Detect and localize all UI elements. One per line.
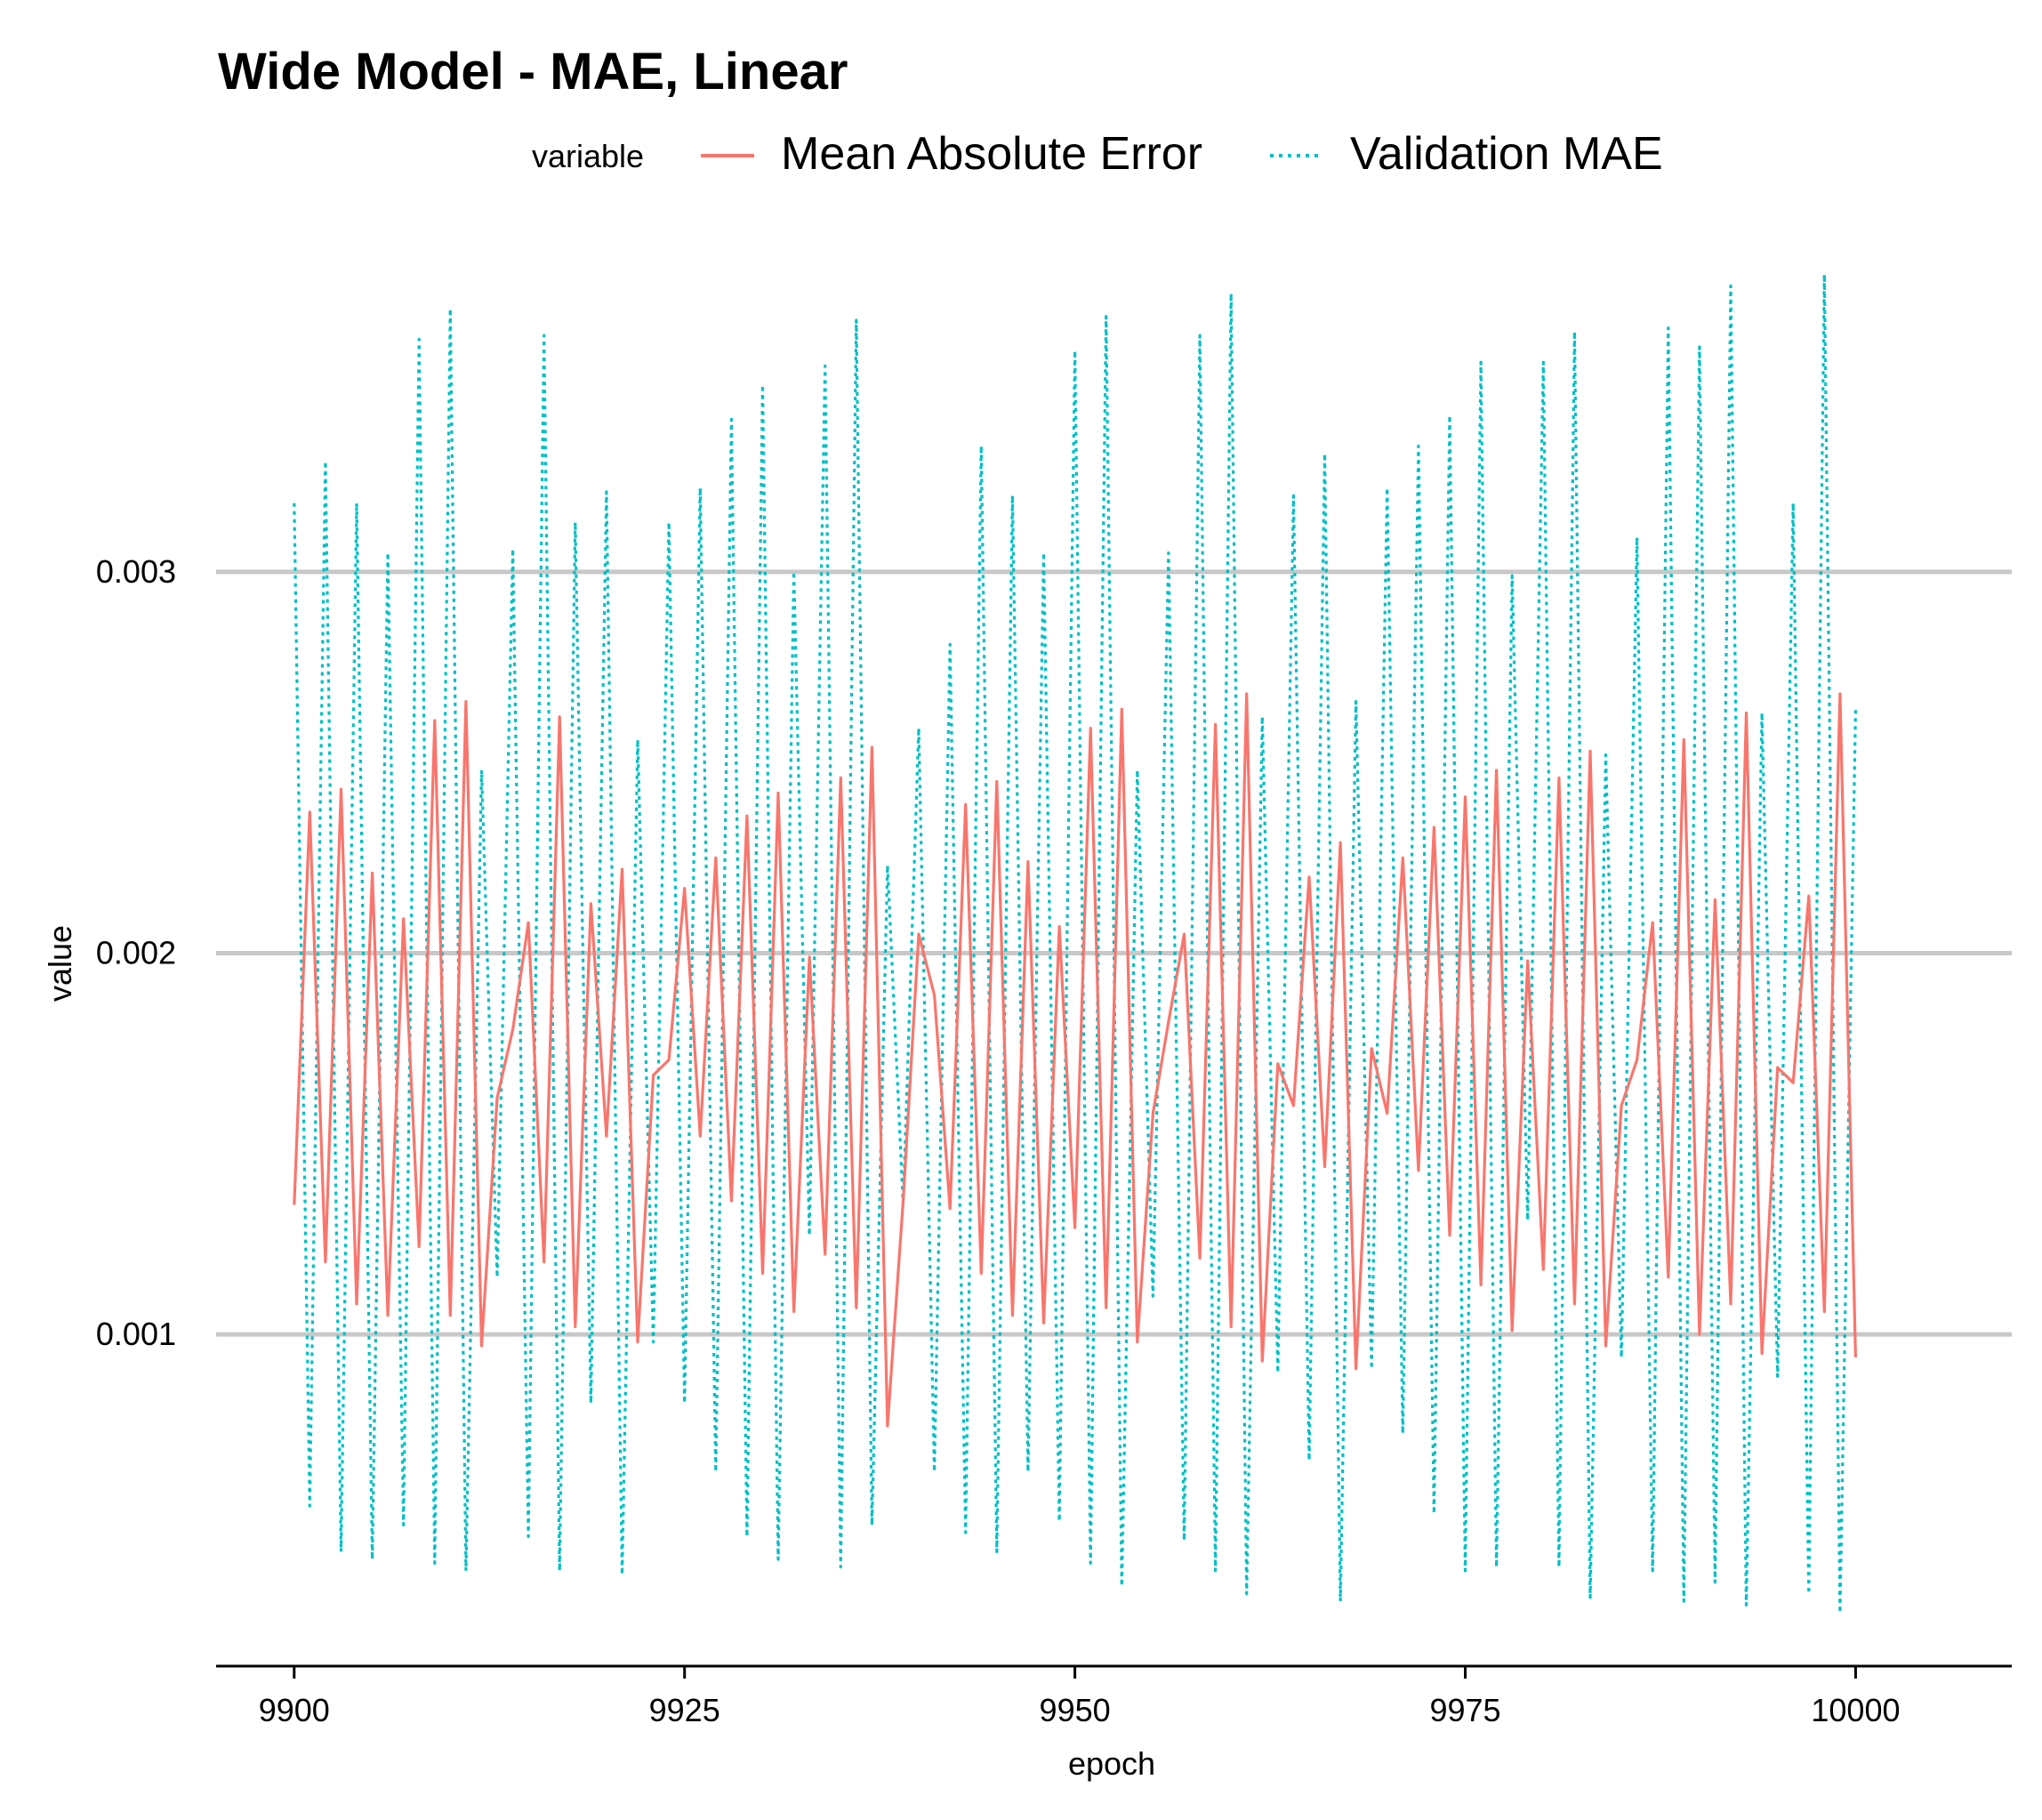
series-line-validation-mae xyxy=(293,273,1857,1615)
legend-title: variable xyxy=(532,138,644,174)
x-ticks: 9900 9925 9950 9975 10000 xyxy=(259,1666,1900,1728)
x-tick-label: 9900 xyxy=(259,1692,330,1728)
y-tick-label: 0.003 xyxy=(96,553,176,590)
y-axis-label: value xyxy=(42,925,78,1002)
x-tick-label: 9925 xyxy=(649,1692,720,1728)
y-tick-label: 0.002 xyxy=(96,934,176,970)
legend-label-mae: Mean Absolute Error xyxy=(781,128,1202,180)
y-gridlines xyxy=(216,569,2012,1337)
plot-series xyxy=(293,273,1857,1615)
x-tick-label: 9950 xyxy=(1040,1692,1111,1728)
legend-label-val-mae: Validation MAE xyxy=(1350,128,1663,180)
y-tick-label: 0.001 xyxy=(96,1316,176,1352)
x-axis-label: epoch xyxy=(1068,1745,1155,1782)
y-ticks: 0.001 0.002 0.003 xyxy=(96,553,176,1352)
series-line-mean-absolute-error xyxy=(293,692,1857,1428)
x-tick-label: 9975 xyxy=(1429,1692,1500,1728)
chart-title: Wide Model - MAE, Linear xyxy=(218,43,848,101)
x-tick-label: 10000 xyxy=(1811,1692,1900,1728)
legend: variable Mean Absolute Error Validation … xyxy=(532,128,1663,180)
